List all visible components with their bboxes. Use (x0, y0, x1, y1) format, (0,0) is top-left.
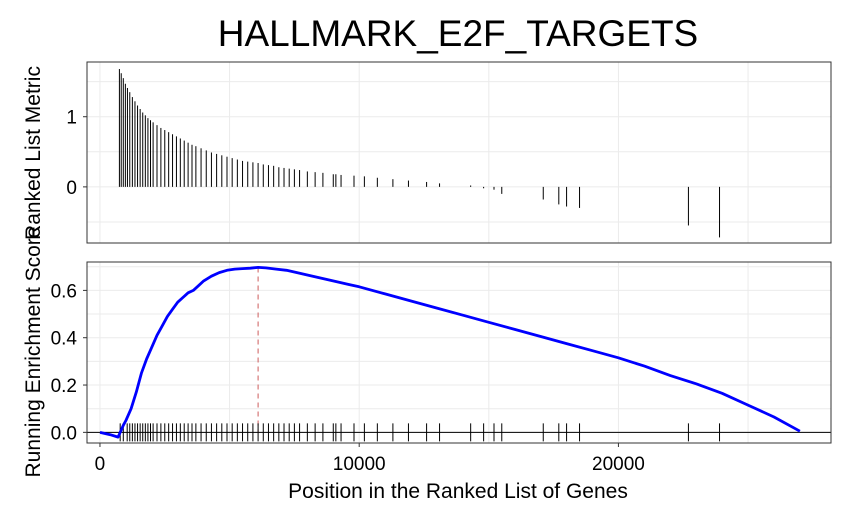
ranked-list-panel-border (86, 61, 832, 244)
chart-title: HALLMARK_E2F_TARGETS (218, 13, 698, 54)
x-axis-title: Position in the Ranked List of Genes (288, 480, 628, 503)
ranked-list-y-axis-title: Ranked List Metric (22, 66, 45, 240)
running-es-panel-border (86, 261, 832, 444)
y-tick-label: 0 (66, 178, 77, 199)
ranked-list-panel: 01 Ranked List Metric (22, 61, 832, 244)
running-es-y-axis-title: Running Enrichment Score (22, 227, 45, 478)
y-tick-label: 1 (66, 108, 77, 129)
y-tick-label: 0.2 (51, 376, 77, 397)
x-tick-label: 0 (95, 454, 106, 475)
running-es-y-axis: 0.0 0.2 0.4 0.6 (51, 281, 87, 444)
y-tick-label: 0.4 (51, 329, 78, 350)
gene-hit-ticks (119, 423, 721, 442)
running-es-line (99, 266, 801, 439)
x-axis: 0 10000 20000 (95, 443, 645, 475)
x-tick-label: 20000 (592, 454, 645, 475)
x-tick-label: 10000 (333, 454, 386, 475)
y-tick-label: 0.6 (51, 281, 77, 302)
y-tick-label: 0.0 (51, 423, 77, 444)
ranked-list-bars (118, 69, 721, 238)
running-es-panel: 0.0 0.2 0.4 0.6 Running Enrichment Score (22, 227, 832, 478)
ranked-list-y-axis: 01 (66, 108, 87, 199)
